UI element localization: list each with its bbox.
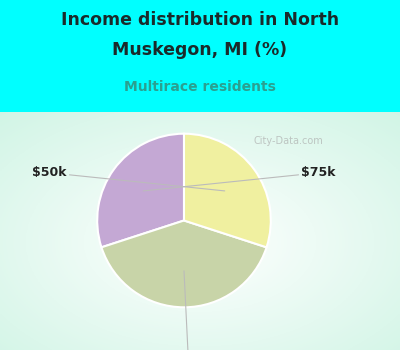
Text: City-Data.com: City-Data.com xyxy=(253,135,323,146)
Wedge shape xyxy=(102,220,266,307)
Wedge shape xyxy=(184,134,271,247)
Wedge shape xyxy=(97,134,184,247)
Text: $20k: $20k xyxy=(171,271,206,350)
Text: $50k: $50k xyxy=(32,166,225,191)
Text: Multirace residents: Multirace residents xyxy=(124,80,276,94)
Text: $75k: $75k xyxy=(143,166,336,191)
Text: Muskegon, MI (%): Muskegon, MI (%) xyxy=(112,41,288,60)
Text: Income distribution in North: Income distribution in North xyxy=(61,11,339,29)
